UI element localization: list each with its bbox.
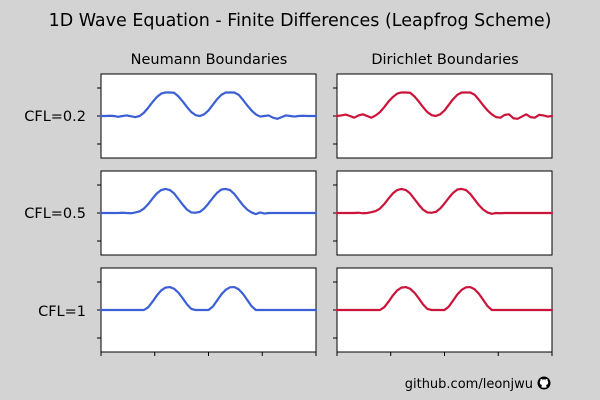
subplot-grid xyxy=(97,73,554,356)
panel-neumann-cfl-0-2 xyxy=(97,73,318,159)
github-icon xyxy=(537,376,551,390)
panel-dirichlet-cfl-1-series-line xyxy=(335,285,554,312)
panel-dirichlet-cfl-0-2 xyxy=(333,73,554,159)
row-label-cfl-0-5: CFL=0.5 xyxy=(24,206,86,222)
panel-neumann-cfl-0-5-series-line xyxy=(99,187,318,216)
credit-text: github.com/leonjwu xyxy=(405,377,533,392)
figure-title: 1D Wave Equation - Finite Differences (L… xyxy=(49,11,552,31)
panel-neumann-cfl-0-2-series-line xyxy=(99,91,318,120)
panel-dirichlet-cfl-0-5-series-line xyxy=(335,187,554,215)
column-title-neumann: Neumann Boundaries xyxy=(131,52,288,68)
panel-neumann-cfl-0-5 xyxy=(97,170,318,256)
panel-neumann-cfl-1 xyxy=(97,267,318,356)
panel-dirichlet-cfl-0-2-series-line xyxy=(335,91,554,120)
panel-dirichlet-cfl-0-5 xyxy=(333,170,554,256)
row-label-cfl-0-2: CFL=0.2 xyxy=(24,109,86,125)
row-label-cfl-1: CFL=1 xyxy=(38,304,86,320)
panel-neumann-cfl-1-series-line xyxy=(99,285,318,312)
panel-dirichlet-cfl-1 xyxy=(333,267,554,356)
column-title-dirichlet: Dirichlet Boundaries xyxy=(371,52,518,68)
